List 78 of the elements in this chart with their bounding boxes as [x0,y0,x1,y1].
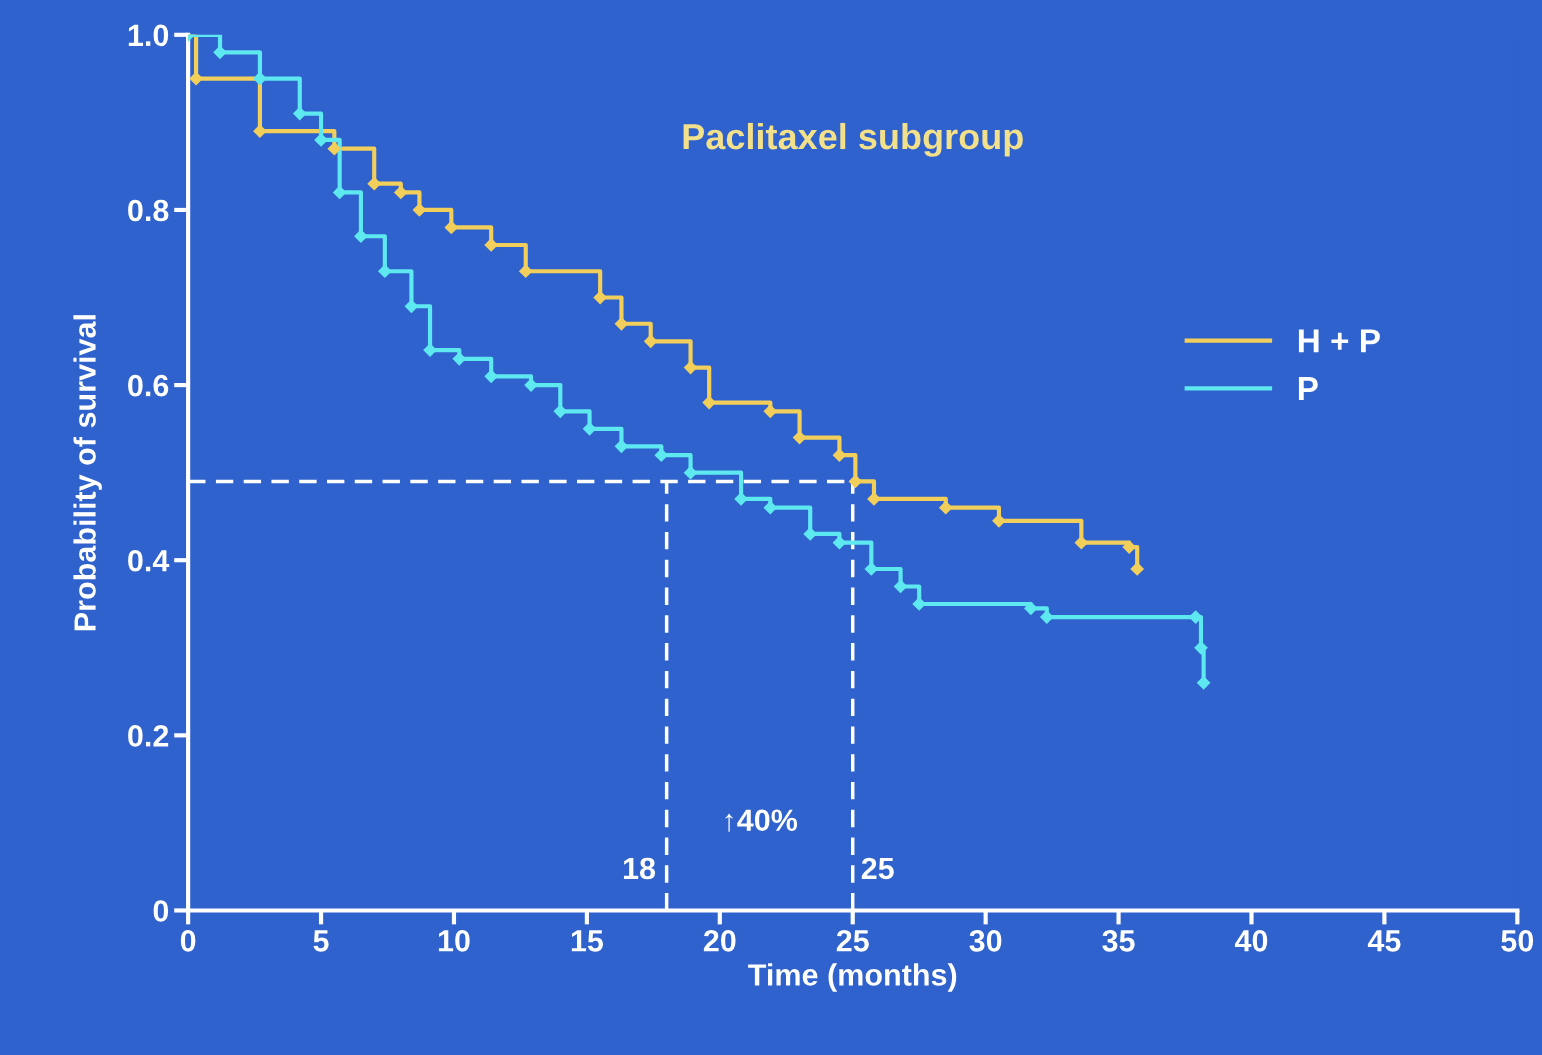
point [253,72,267,86]
point [1040,610,1054,624]
point [423,343,437,357]
ref-line-label: 25 [861,857,894,880]
y-tick-label: 0.8 [128,199,169,222]
y-tick-label: 0.6 [128,374,169,397]
point [213,45,227,59]
x-tick-label: 10 [438,930,470,952]
point [832,448,847,462]
x-tick-label: 30 [969,930,1002,952]
annotation: ↑40% [725,809,798,832]
point [763,501,777,515]
point [582,422,597,436]
x-tick-label: 0 [180,930,196,952]
point [832,536,847,550]
point [792,431,807,445]
point [683,466,698,480]
x-tick-label: 50 [1501,930,1534,952]
y-tick-label: 0.2 [128,725,169,747]
point [367,177,381,191]
point [444,220,458,235]
legend-label: H + P [1298,329,1380,353]
point [593,290,607,305]
y-tick-label: 1.0 [128,24,169,47]
point [734,492,748,506]
point [293,107,307,121]
y-tick-label: 0 [153,900,169,922]
point [553,404,567,418]
point [189,72,203,86]
point [803,527,817,541]
point [614,439,629,453]
point [702,395,716,410]
point [394,185,408,200]
legend-label: P [1298,377,1318,401]
point [404,299,419,313]
point [654,448,668,462]
point [354,229,368,243]
point [484,238,498,252]
point [763,404,777,418]
x-tick-label: 45 [1367,930,1401,952]
point [412,203,426,217]
point [1197,676,1211,690]
x-tick-label: 5 [313,930,329,952]
text: Paclitaxel subgroup [683,122,1023,157]
x-tick-label: 25 [836,930,869,952]
point [614,317,629,331]
x-axis-title: Time (months) [748,963,957,992]
point [1189,610,1203,624]
point [1130,562,1144,576]
point [1024,601,1038,615]
point [314,133,328,147]
ref-line-label: 18 [623,857,656,880]
point [912,597,926,611]
point [864,562,878,576]
point [1122,540,1136,554]
point [452,352,466,366]
y-tick-label: 0.4 [128,549,170,572]
x-tick-label: 40 [1234,930,1268,952]
point [992,514,1006,528]
point [848,474,862,488]
point [644,334,658,348]
point [524,378,538,392]
point [893,579,908,594]
point [867,492,881,506]
point [253,124,267,138]
x-tick-label: 15 [571,930,604,952]
point [1074,536,1088,550]
point [939,501,953,515]
y-axis-title: Probability of survival [73,315,102,631]
point [333,185,347,200]
x-tick-label: 20 [703,930,736,952]
point [683,360,698,375]
point [519,264,533,278]
point [1194,641,1208,655]
point [378,264,392,278]
point [327,142,341,156]
x-tick-label: 35 [1102,930,1135,952]
point [484,369,498,383]
